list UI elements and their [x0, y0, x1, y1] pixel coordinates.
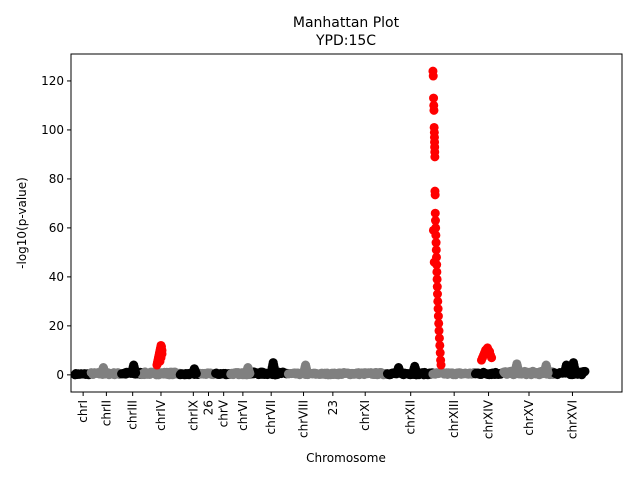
data-point — [191, 369, 201, 379]
x-tick-label: chrXIII — [447, 400, 461, 438]
significant-point — [432, 289, 442, 299]
significant-point — [430, 216, 440, 226]
significant-point — [431, 252, 441, 262]
significant-point — [487, 353, 497, 363]
y-tick-label: 40 — [49, 270, 64, 284]
y-tick-label: 120 — [41, 74, 64, 88]
data-point — [131, 368, 141, 378]
y-tick-label: 60 — [49, 221, 64, 235]
significant-point — [429, 93, 439, 103]
significant-point — [428, 71, 438, 81]
x-tick-label: chrIV — [154, 399, 168, 431]
data-point — [570, 367, 580, 377]
data-point — [514, 368, 524, 378]
x-tick-label: chrXV — [522, 399, 536, 435]
significant-point — [431, 245, 441, 255]
significant-point — [434, 333, 444, 343]
significant-point — [433, 311, 443, 321]
data-point — [412, 368, 422, 378]
significant-point — [429, 105, 439, 115]
data-points — [70, 66, 590, 380]
x-tick-label: chrXVI — [565, 400, 579, 439]
significant-point — [432, 267, 442, 277]
data-point — [270, 367, 280, 377]
x-tick-label: 23 — [326, 400, 340, 415]
x-axis-label: Chromosome — [306, 451, 386, 465]
data-point — [303, 368, 313, 378]
significant-point — [434, 326, 444, 336]
significant-point — [433, 296, 443, 306]
data-point — [245, 368, 255, 378]
significant-point — [432, 274, 442, 284]
data-point — [543, 368, 553, 378]
x-tick-label: chrV — [217, 399, 231, 427]
x-tick-label: chrII — [99, 400, 113, 426]
x-tick-label: chrI — [76, 400, 90, 423]
significant-point — [155, 356, 165, 366]
y-axis-label: -log10(p-value) — [15, 177, 29, 269]
significant-point — [432, 260, 442, 270]
plot-area — [70, 53, 623, 393]
x-tick-label: chrVI — [236, 400, 250, 431]
y-axis-ticks: 0 20 40 60 80 100 120 — [41, 74, 71, 382]
axes-frame — [70, 53, 623, 393]
data-point — [580, 366, 590, 376]
significant-point — [431, 223, 441, 233]
x-tick-label: chrIII — [126, 400, 140, 430]
significant-point — [433, 304, 443, 314]
data-point — [100, 368, 110, 378]
x-tick-label: chrXIV — [482, 399, 496, 439]
significant-point — [431, 238, 441, 248]
y-tick-label: 0 — [56, 368, 64, 382]
significant-point — [430, 152, 440, 162]
significant-point — [435, 348, 445, 358]
y-tick-label: 100 — [41, 123, 64, 137]
significant-point — [436, 360, 446, 370]
y-tick-label: 20 — [49, 319, 64, 333]
x-tick-label: chrXII — [404, 400, 418, 434]
x-tick-label: chrXI — [358, 400, 372, 431]
significant-point — [435, 340, 445, 350]
x-axis-ticks: chrI chrII chrIII chrIV chrIX 26 chrV chrVI chrV… — [76, 392, 579, 439]
x-tick-label: chrVII — [264, 400, 278, 434]
y-tick-label: 80 — [49, 172, 64, 186]
x-tick-label: chrIX — [186, 400, 200, 431]
chart-title: Manhattan Plot — [293, 15, 400, 31]
x-tick-label: 26 — [201, 400, 215, 415]
significant-point — [430, 208, 440, 218]
chart-subtitle: YPD:15C — [315, 33, 376, 49]
significant-point — [434, 318, 444, 328]
x-tick-label: chrVIII — [297, 400, 311, 438]
significant-point — [432, 282, 442, 292]
significant-point — [431, 230, 441, 240]
data-point — [396, 368, 406, 378]
significant-point — [430, 190, 440, 200]
